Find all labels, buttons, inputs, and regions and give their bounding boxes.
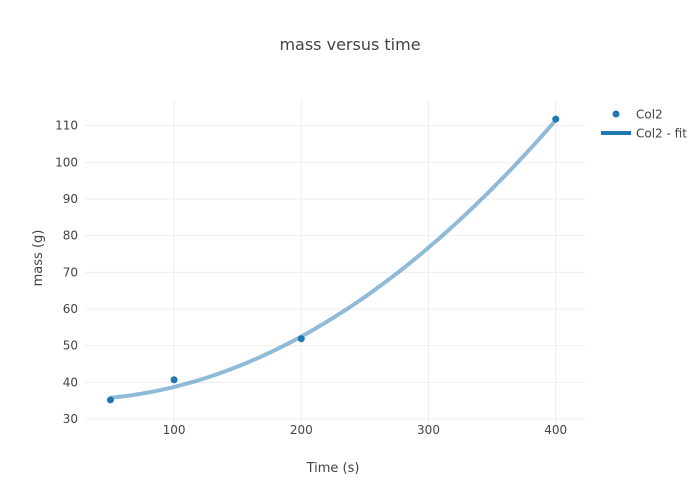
y-tick-label: 40 <box>63 375 78 389</box>
legend-item-col2[interactable]: Col2 <box>636 108 663 122</box>
y-tick-label: 110 <box>55 119 78 133</box>
y-tick-label: 100 <box>55 155 78 169</box>
x-tick-label: 300 <box>417 423 440 437</box>
legend[interactable]: Col2 Col2 - fit <box>601 108 687 141</box>
data-point <box>552 115 560 123</box>
legend-item-col2-fit[interactable]: Col2 - fit <box>636 127 687 141</box>
y-tick-label: 80 <box>63 229 78 243</box>
data-point <box>106 396 114 404</box>
x-tick-label: 100 <box>163 423 186 437</box>
y-tick-label: 70 <box>63 265 78 279</box>
y-tick-label: 60 <box>63 302 78 316</box>
chart-title: mass versus time <box>279 35 420 54</box>
y-tick-label: 50 <box>63 339 78 353</box>
y-axis-label: mass (g) <box>31 230 46 287</box>
y-tick-label: 30 <box>63 412 78 426</box>
data-point <box>297 335 305 343</box>
x-tick-label: 400 <box>544 423 567 437</box>
x-tick-label: 200 <box>290 423 313 437</box>
fit-line <box>110 118 558 400</box>
legend-marker-icon <box>612 110 620 118</box>
x-axis-label: Time (s) <box>306 461 360 476</box>
data-point <box>170 376 178 384</box>
y-tick-label: 90 <box>63 192 78 206</box>
